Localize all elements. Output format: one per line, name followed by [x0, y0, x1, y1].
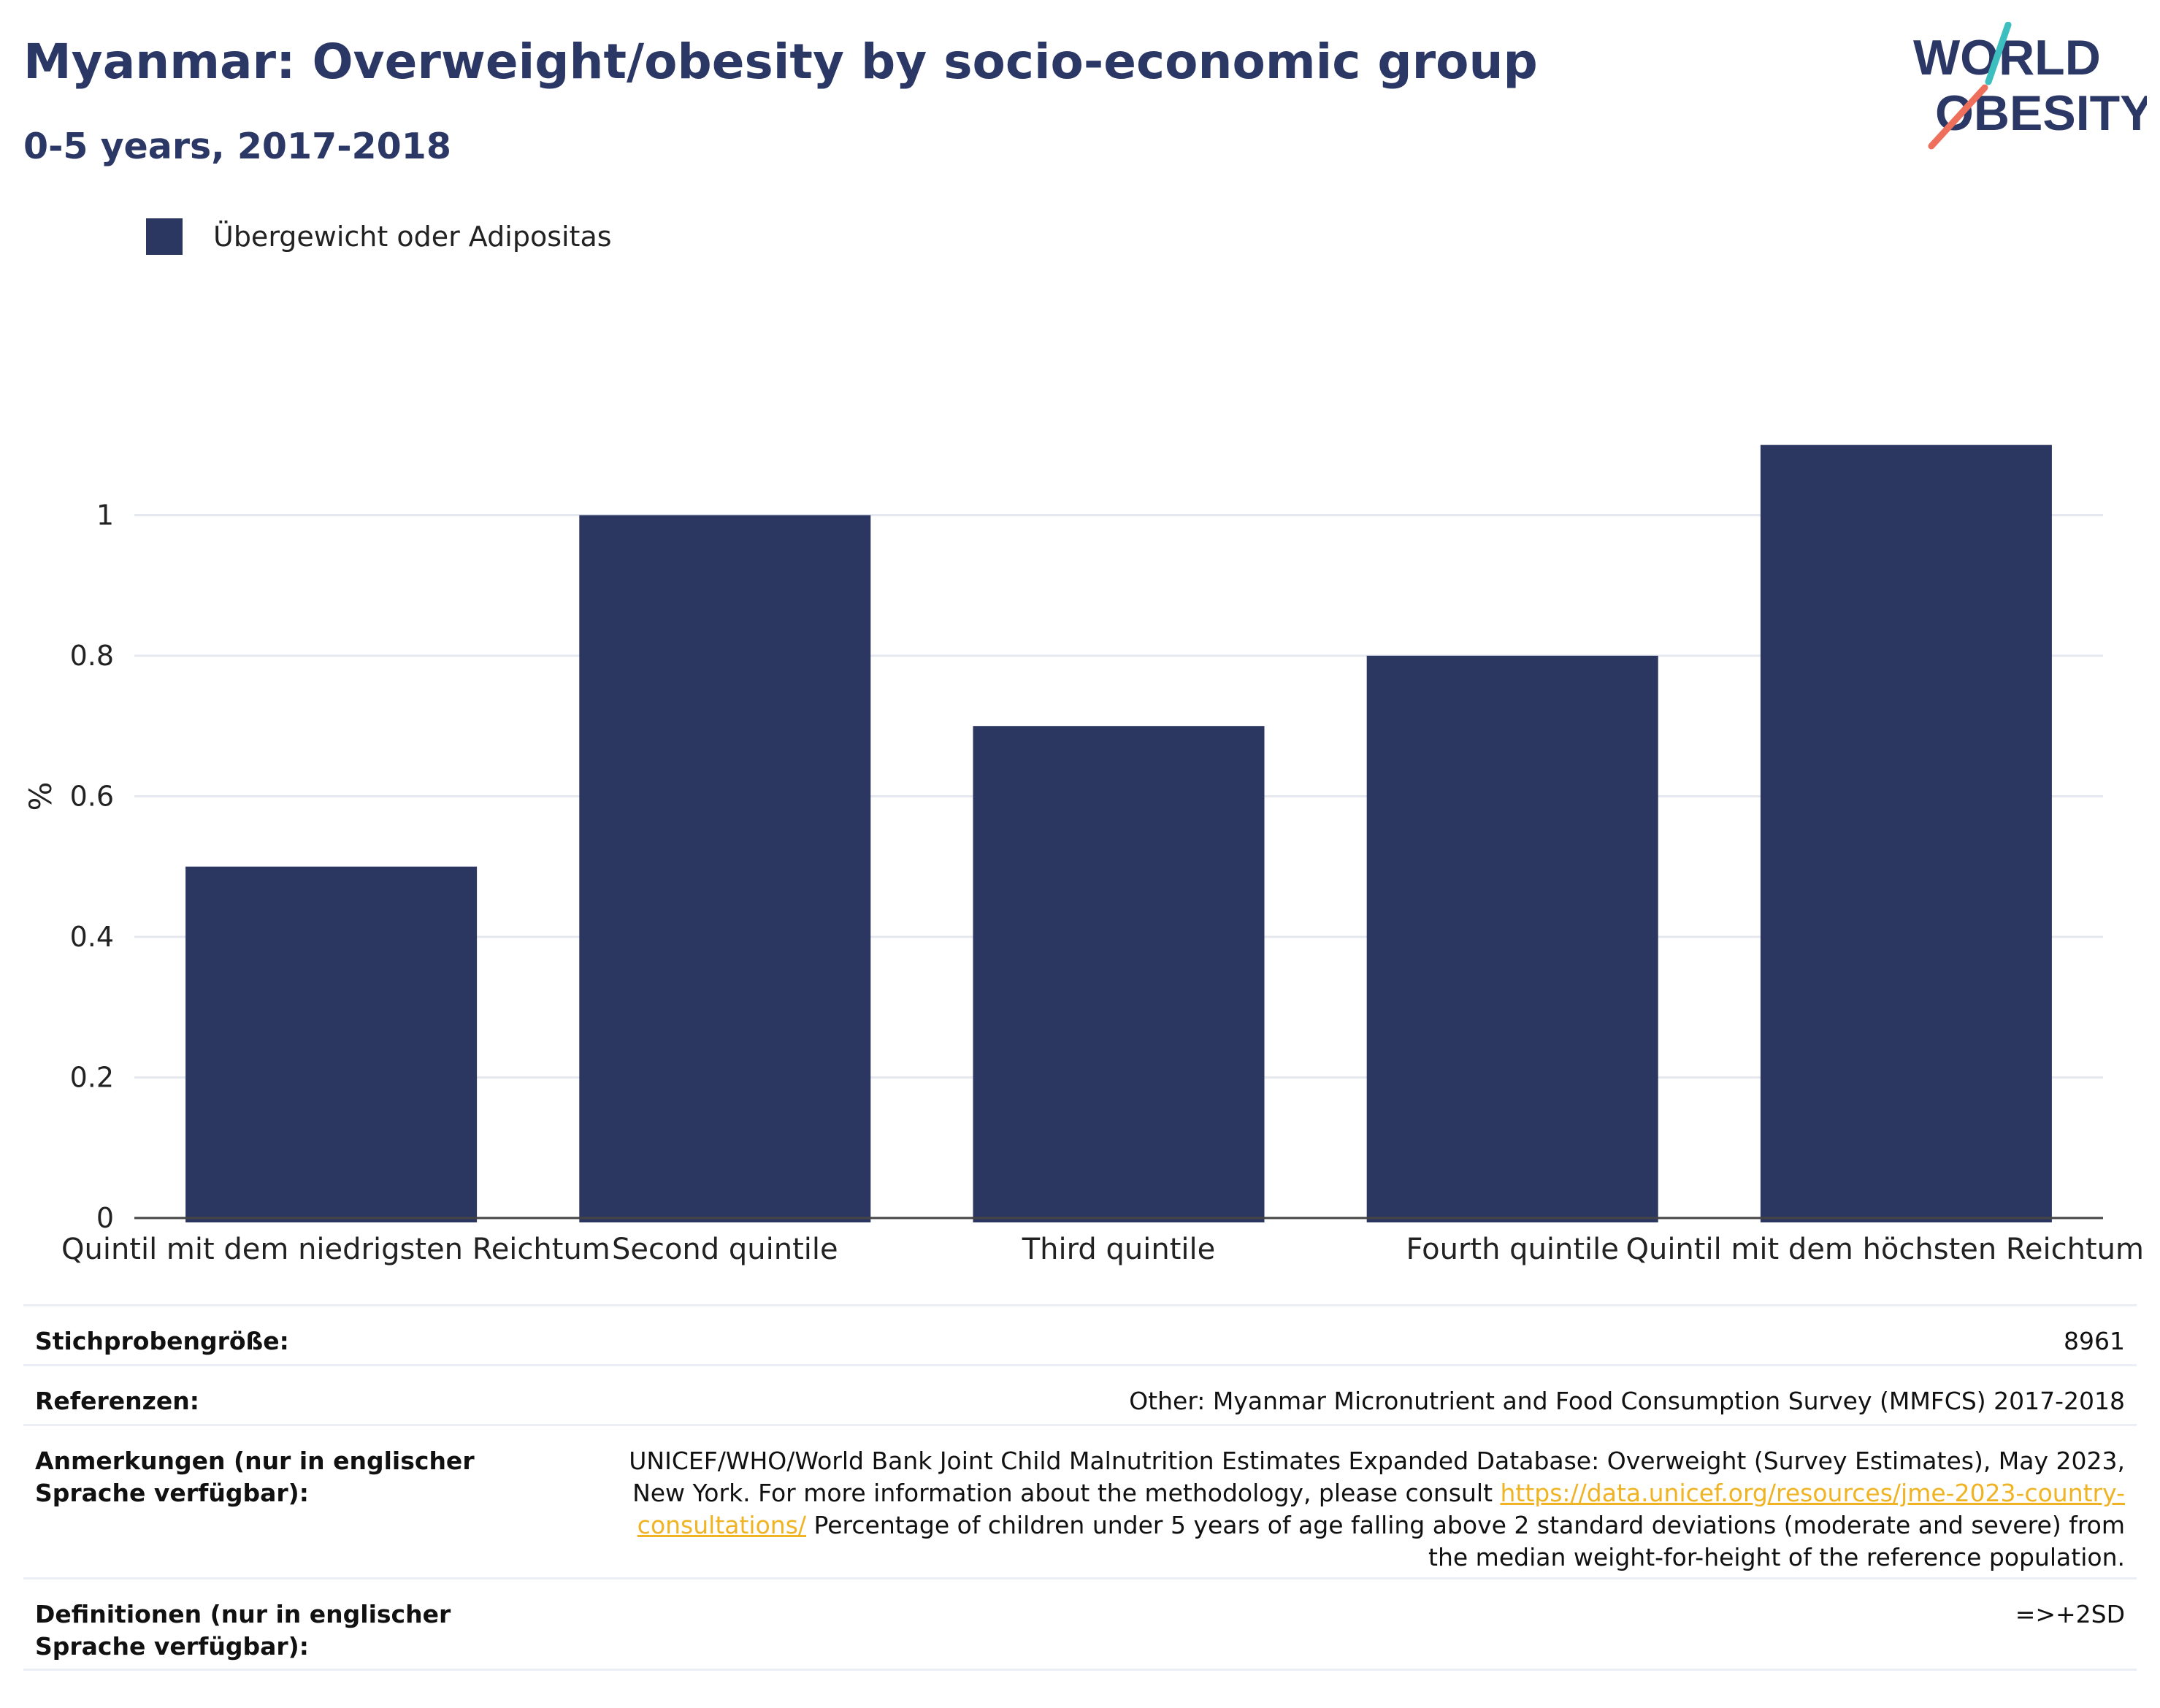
y-tick-label: 0.6	[70, 780, 114, 812]
sample-size-value: 8961	[2064, 1327, 2125, 1355]
legend-swatch	[146, 218, 183, 255]
notes-text-after: Percentage of children under 5 years of …	[806, 1511, 2126, 1571]
logo-teal-stroke	[1985, 22, 2012, 85]
notes-link[interactable]: https://data.unicef.org/resources/jme-20…	[637, 1479, 2125, 1539]
x-tick-label: Third quintile	[1022, 1233, 1215, 1266]
y-tick-label: 0.4	[70, 921, 114, 953]
legend-label: Übergewicht oder Adipositas	[213, 221, 612, 253]
chart-title: Myanmar: Overweight/obesity by socio-eco…	[23, 34, 1538, 90]
references-label: Referenzen:	[35, 1387, 199, 1415]
chart-legend[interactable]: Übergewicht oder Adipositas	[146, 216, 612, 257]
world-obesity-logo: WORLD OBESITY	[1913, 22, 2147, 150]
definitions-label: Definitionen (nur in englischer Sprache …	[35, 1600, 451, 1661]
info-row-notes: Anmerkungen (nur in englischer Sprache v…	[23, 1424, 2137, 1577]
chart-subtitle: 0-5 years, 2017-2018	[23, 126, 451, 167]
info-table: Stichprobengröße: 8961 Referenzen: Other…	[23, 1304, 2137, 1671]
y-tick-label: 1	[96, 499, 114, 531]
logo-line2: OBESITY	[1935, 85, 2147, 141]
notes-text-before: UNICEF/WHO/World Bank Joint Child Malnut…	[629, 1447, 2125, 1507]
notes-label: Anmerkungen (nur in englischer Sprache v…	[35, 1447, 475, 1507]
x-tick-label: Second quintile	[612, 1233, 838, 1266]
bar	[579, 515, 871, 1222]
y-tick-label: 0.8	[70, 640, 114, 672]
references-value: Other: Myanmar Micronutrient and Food Co…	[1129, 1387, 2125, 1415]
bar-chart: 0 0.2 0.4 0.6 0.8 1% Quintil mit dem niedrigst…	[23, 445, 2144, 1266]
x-tick-label: Quintil mit dem höchsten Reichtum	[1625, 1233, 2144, 1266]
y-tick-label: 0.2	[70, 1061, 114, 1093]
bar	[1760, 445, 2052, 1222]
y-axis-label: %	[23, 782, 58, 811]
info-row-references: Referenzen: Other: Myanmar Micronutrient…	[23, 1364, 2137, 1424]
info-row-sample: Stichprobengröße: 8961	[23, 1304, 2137, 1364]
definitions-value: =>+2SD	[2015, 1600, 2125, 1628]
bar	[1366, 655, 1658, 1222]
sample-size-label: Stichprobengröße:	[35, 1327, 289, 1355]
info-row-definitions: Definitionen (nur in englischer Sprache …	[23, 1577, 2137, 1671]
x-tick-label: Fourth quintile	[1406, 1233, 1619, 1266]
notes-value: UNICEF/WHO/World Bank Joint Child Malnut…	[621, 1445, 2125, 1574]
x-tick-label: Quintil mit dem niedrigsten Reichtum	[61, 1233, 610, 1266]
logo-line1: WORLD	[1913, 30, 2101, 85]
bar	[973, 726, 1265, 1222]
y-tick-label: 0	[96, 1202, 114, 1234]
bar	[185, 866, 478, 1222]
logo-coral-stroke	[1928, 84, 1988, 150]
